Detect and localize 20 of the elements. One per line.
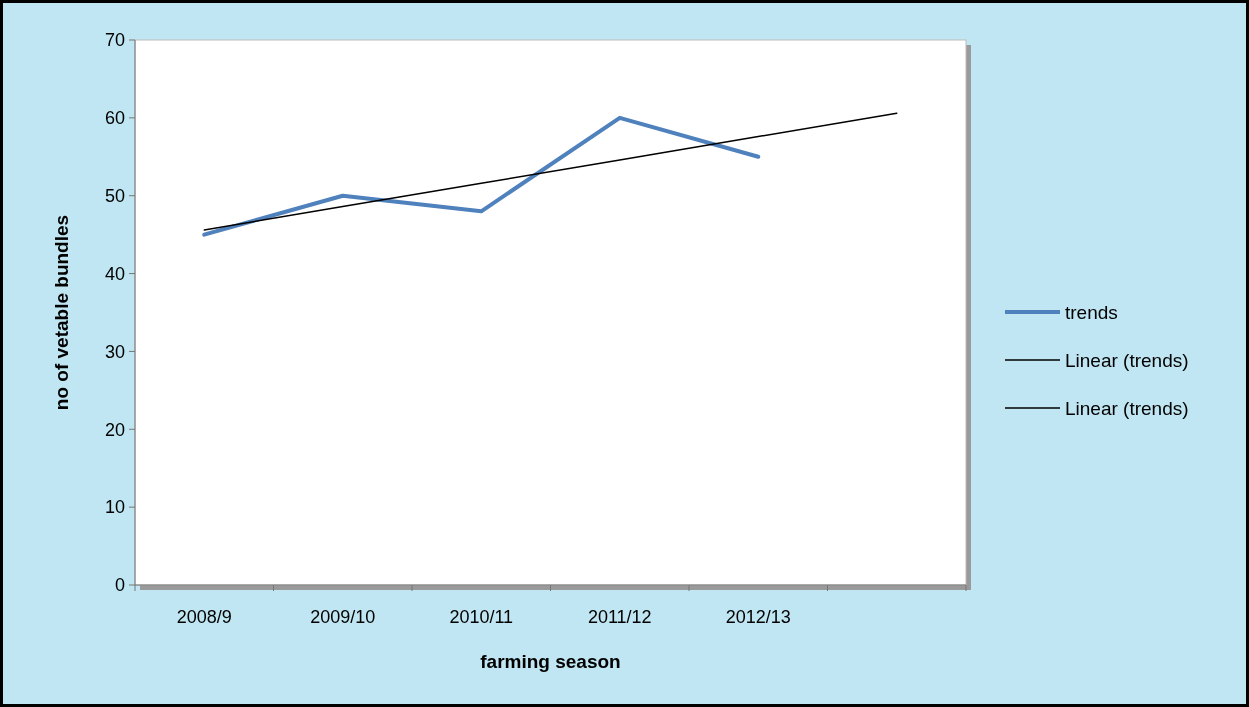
legend-label: trends	[1065, 301, 1118, 323]
legend-label: Linear (trends)	[1065, 397, 1189, 419]
x-tick-label: 2011/12	[587, 607, 652, 627]
y-tick-label: 50	[104, 186, 125, 207]
legend-label: Linear (trends)	[1065, 349, 1189, 371]
y-tick-label: 70	[104, 30, 125, 51]
y-axis-title: no of vetable bundles	[51, 214, 72, 411]
x-tick-label: 2010/11	[449, 607, 514, 627]
y-tick-label: 0	[114, 575, 125, 596]
y-tick-label: 20	[104, 419, 125, 440]
x-axis-title: farming season	[480, 651, 621, 672]
y-tick-label: 60	[104, 108, 125, 129]
y-tick-label: 10	[104, 497, 125, 518]
x-tick-label: 2008/9	[176, 607, 232, 627]
x-tick-label: 2009/10	[310, 607, 376, 627]
y-tick-label: 30	[104, 341, 125, 362]
line-series	[202, 115, 761, 237]
line-series	[203, 112, 898, 231]
x-tick-label: 2012/13	[725, 607, 791, 627]
y-tick-label: 40	[104, 263, 125, 284]
